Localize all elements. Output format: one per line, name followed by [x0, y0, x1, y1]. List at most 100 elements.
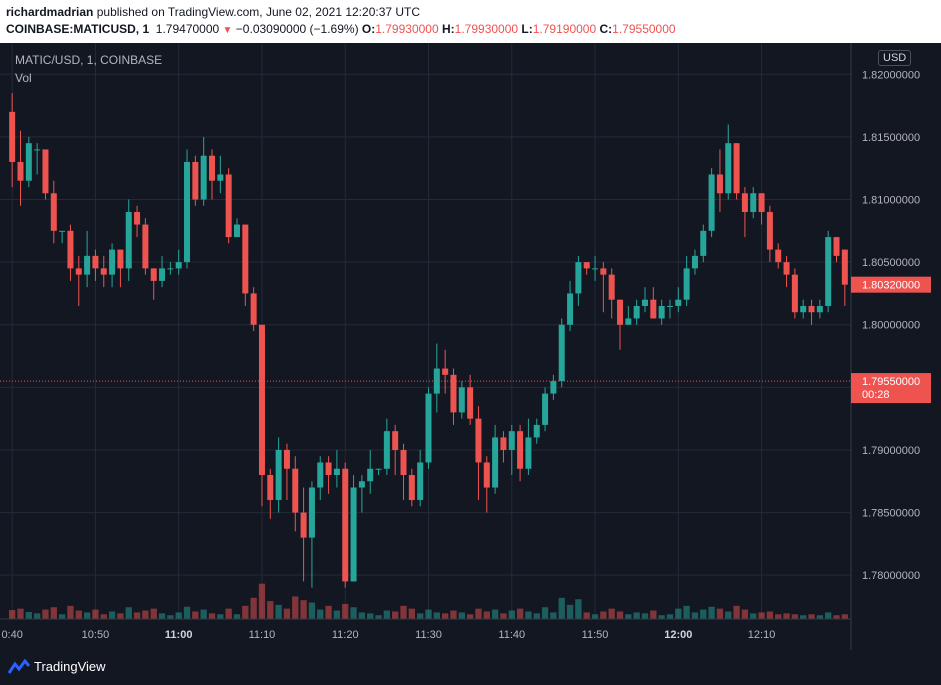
candle-body[interactable] [75, 268, 82, 275]
candle-body[interactable] [533, 424, 540, 438]
candle-body[interactable] [25, 143, 32, 181]
candle-body[interactable] [433, 368, 440, 394]
candle-body[interactable] [425, 393, 432, 463]
candle-body[interactable] [358, 481, 365, 488]
candle-body[interactable] [650, 299, 657, 319]
candle-body[interactable] [417, 462, 424, 501]
candle-body[interactable] [92, 255, 99, 269]
candle-body[interactable] [833, 237, 840, 256]
candle-body[interactable] [567, 293, 574, 325]
candle-body[interactable] [383, 431, 390, 469]
candle-body[interactable] [483, 462, 490, 488]
candle-body[interactable] [641, 299, 648, 306]
candle-body[interactable] [458, 387, 465, 413]
candle-body[interactable] [700, 230, 707, 256]
candle-body[interactable] [192, 161, 199, 200]
candle-body[interactable] [34, 149, 41, 151]
candle-body[interactable] [800, 305, 807, 313]
candle-body[interactable] [816, 305, 823, 313]
candle-body[interactable] [575, 262, 582, 294]
candle-body[interactable] [209, 155, 216, 181]
candle-body[interactable] [492, 437, 499, 488]
candle-body[interactable] [716, 174, 723, 194]
candle-body[interactable] [125, 212, 132, 269]
candle-body[interactable] [658, 305, 665, 319]
candle-body[interactable] [766, 212, 773, 250]
candle-body[interactable] [500, 437, 507, 450]
candle-body[interactable] [233, 224, 240, 238]
candle-body[interactable] [17, 161, 24, 181]
candle-body[interactable] [258, 324, 265, 475]
candle-body[interactable] [475, 418, 482, 463]
candle-body[interactable] [84, 255, 91, 275]
candle-body[interactable] [150, 268, 157, 281]
candle-body[interactable] [283, 449, 290, 469]
candle-body[interactable] [666, 305, 673, 307]
candle-body[interactable] [59, 230, 66, 232]
candle-body[interactable] [558, 324, 565, 382]
candle-body[interactable] [841, 249, 848, 285]
candle-body[interactable] [325, 462, 332, 475]
candle-body[interactable] [625, 318, 632, 325]
candle-body[interactable] [50, 193, 57, 231]
author-name[interactable]: richardmadrian [6, 5, 94, 19]
candle-body[interactable] [142, 224, 149, 269]
candle-body[interactable] [450, 374, 457, 413]
candle-body[interactable] [592, 268, 599, 270]
candle-body[interactable] [267, 475, 274, 501]
candle-body[interactable] [200, 155, 207, 200]
candle-body[interactable] [42, 149, 49, 194]
candle-body[interactable] [583, 262, 590, 269]
candle-body[interactable] [733, 143, 740, 194]
candle-body[interactable] [308, 487, 315, 538]
candle-body[interactable] [608, 274, 615, 300]
candle-body[interactable] [408, 475, 415, 501]
candle-body[interactable] [184, 161, 191, 263]
candle-body[interactable] [175, 262, 182, 269]
candle-body[interactable] [159, 268, 166, 281]
candle-body[interactable] [758, 193, 765, 213]
tradingview-brand[interactable]: TradingView [34, 659, 106, 674]
candle-body[interactable] [100, 268, 107, 275]
candle-body[interactable] [350, 487, 357, 582]
candle-body[interactable] [292, 468, 299, 513]
candle-body[interactable] [617, 299, 624, 325]
chart-area[interactable]: 1.780000001.785000001.790000001.79500000… [0, 43, 941, 650]
candle-body[interactable] [375, 468, 382, 470]
candle-body[interactable] [525, 437, 532, 469]
candle-body[interactable] [741, 193, 748, 213]
candle-body[interactable] [167, 268, 174, 270]
candle-body[interactable] [542, 393, 549, 425]
candle-body[interactable] [550, 381, 557, 394]
candle-body[interactable] [825, 237, 832, 306]
candle-body[interactable] [242, 224, 249, 294]
candle-body[interactable] [250, 293, 257, 325]
candle-body[interactable] [225, 174, 232, 238]
candle-body[interactable] [333, 468, 340, 475]
candle-body[interactable] [9, 111, 16, 162]
candle-body[interactable] [683, 268, 690, 300]
candle-body[interactable] [275, 449, 282, 501]
candle-body[interactable] [400, 449, 407, 475]
candle-body[interactable] [791, 274, 798, 313]
candle-body[interactable] [808, 305, 815, 313]
candle-body[interactable] [725, 143, 732, 194]
candle-body[interactable] [217, 174, 224, 181]
candle-body[interactable] [367, 468, 374, 482]
candle-body[interactable] [317, 462, 324, 488]
candle-body[interactable] [442, 368, 449, 375]
currency-label[interactable]: USD [878, 50, 912, 66]
candle-body[interactable] [467, 387, 474, 419]
candle-body[interactable] [117, 249, 124, 269]
candle-body[interactable] [691, 255, 698, 269]
candle-body[interactable] [392, 431, 399, 450]
candle-body[interactable] [300, 512, 307, 538]
candle-body[interactable] [342, 468, 349, 582]
candle-body[interactable] [508, 431, 515, 450]
candle-body[interactable] [633, 305, 640, 319]
candle-body[interactable] [783, 262, 790, 275]
candle-body[interactable] [517, 431, 524, 469]
candlestick-chart[interactable]: 1.780000001.785000001.790000001.79500000… [0, 43, 941, 650]
candle-body[interactable] [67, 230, 74, 269]
candle-body[interactable] [675, 299, 682, 306]
